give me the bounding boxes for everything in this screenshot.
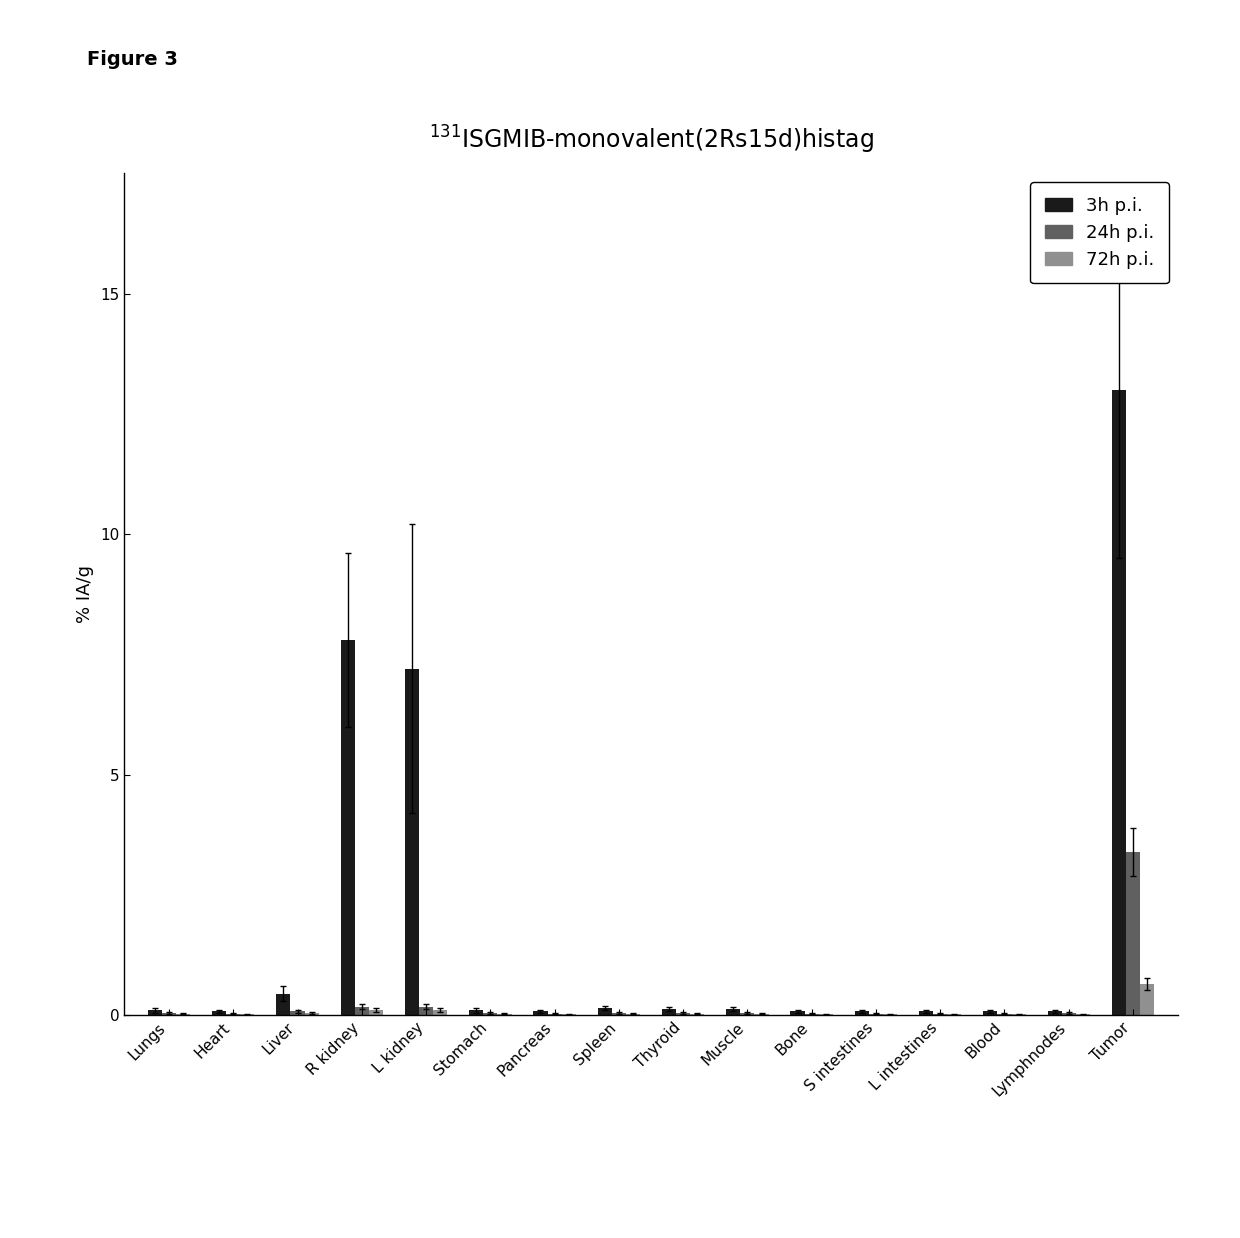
Bar (983, 1011, 997, 1015)
Bar (533, 1011, 548, 1015)
Bar (162, 1013, 176, 1015)
Bar (919, 1011, 934, 1015)
Bar (598, 1008, 611, 1015)
Bar (148, 1010, 162, 1015)
Bar (691, 1014, 704, 1015)
Bar (305, 1013, 319, 1015)
Bar (469, 1010, 484, 1015)
Bar (611, 1013, 626, 1015)
Bar (497, 1014, 512, 1015)
Bar (341, 640, 355, 1015)
Bar (1048, 1011, 1061, 1015)
Bar (1140, 984, 1154, 1015)
Bar (626, 1014, 640, 1015)
Legend: 3h p.i., 24h p.i., 72h p.i.: 3h p.i., 24h p.i., 72h p.i. (1030, 182, 1169, 284)
Bar (662, 1009, 676, 1015)
Bar (176, 1014, 190, 1015)
Bar (277, 994, 290, 1015)
Bar (727, 1009, 740, 1015)
Y-axis label: % IA/g: % IA/g (77, 566, 94, 623)
Text: Figure 3: Figure 3 (87, 50, 177, 68)
Bar (854, 1011, 869, 1015)
Bar (404, 669, 419, 1015)
Bar (997, 1014, 1012, 1015)
Bar (805, 1014, 818, 1015)
Bar (419, 1006, 433, 1015)
Bar (1126, 852, 1140, 1015)
Bar (484, 1013, 497, 1015)
Bar (676, 1013, 691, 1015)
Bar (754, 1014, 769, 1015)
Title: $^{131}$ISGMIB-monovalent(2Rs15d)histag: $^{131}$ISGMIB-monovalent(2Rs15d)histag (429, 124, 873, 156)
Bar (226, 1014, 241, 1015)
Bar (368, 1010, 383, 1015)
Bar (212, 1011, 226, 1015)
Bar (433, 1010, 448, 1015)
Bar (869, 1014, 883, 1015)
Bar (790, 1011, 805, 1015)
Bar (548, 1014, 562, 1015)
Bar (355, 1006, 368, 1015)
Bar (934, 1014, 947, 1015)
Bar (290, 1011, 305, 1015)
Bar (1061, 1013, 1076, 1015)
Bar (740, 1013, 754, 1015)
Bar (1112, 390, 1126, 1015)
